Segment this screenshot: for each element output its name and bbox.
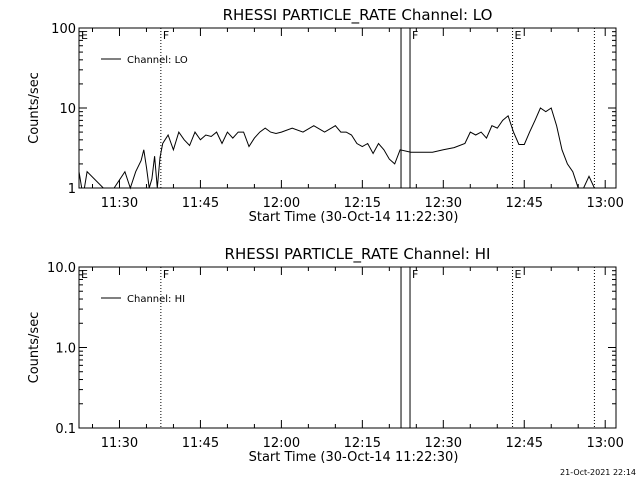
- y-tick-label: 100: [51, 22, 76, 37]
- chart-title: RHESSI PARTICLE_RATE Channel: HI: [225, 245, 491, 264]
- event-marker-label: E: [515, 29, 522, 42]
- x-tick-label: 11:45: [182, 196, 219, 211]
- y-tick-label: 10.0: [47, 261, 76, 276]
- x-tick-label: 11:30: [101, 436, 138, 451]
- event-marker-label: E: [515, 268, 522, 281]
- x-axis-label: Start Time (30-Oct-14 11:22:30): [249, 210, 459, 225]
- x-tick-label: 12:00: [263, 196, 300, 211]
- lo-channel-panel: RHESSI PARTICLE_RATE Channel: LO 11:30 11:…: [27, 6, 624, 225]
- x-axis-label: Start Time (30-Oct-14 11:22:30): [249, 450, 459, 465]
- chart-title: RHESSI PARTICLE_RATE Channel: LO: [223, 6, 493, 25]
- x-tick-label: 12:45: [506, 436, 543, 451]
- y-tick-label: 1: [68, 182, 76, 197]
- x-tick-label: 12:45: [506, 196, 543, 211]
- event-marker-label: E: [81, 29, 88, 42]
- hi-channel-panel: RHESSI PARTICLE_RATE Channel: HI 11:30 11:…: [27, 245, 624, 465]
- x-tick-label: 12:30: [425, 436, 462, 451]
- timestamp-stamp: 21-Oct-2021 22:14: [560, 468, 636, 477]
- y-axis-label: Counts/sec: [27, 72, 42, 144]
- event-marker-label: F: [163, 268, 169, 281]
- y-tick-label: 10: [59, 102, 76, 117]
- x-tick-label: 13:00: [586, 436, 623, 451]
- x-tick-label: 12:15: [344, 436, 381, 451]
- x-tick-label: 13:00: [586, 196, 623, 211]
- event-marker-label: E: [81, 268, 88, 281]
- x-tick-label: 12:15: [344, 196, 381, 211]
- x-tick-label: 11:30: [101, 196, 138, 211]
- x-tick-label: 12:00: [263, 436, 300, 451]
- y-tick-label: 0.1: [55, 422, 76, 437]
- legend-entry: Channel: HI: [127, 294, 185, 305]
- event-marker-label: F: [412, 268, 418, 281]
- series-line: [78, 107, 595, 190]
- legend-entry: Channel: LO: [127, 55, 188, 66]
- event-marker-label: F: [163, 29, 169, 42]
- x-tick-label: 11:45: [182, 436, 219, 451]
- x-tick-label: 12:30: [425, 196, 462, 211]
- plot-frame: [78, 266, 617, 429]
- y-tick-label: 1.0: [55, 342, 76, 357]
- y-axis-label: Counts/sec: [27, 312, 42, 384]
- event-marker-label: F: [412, 29, 418, 42]
